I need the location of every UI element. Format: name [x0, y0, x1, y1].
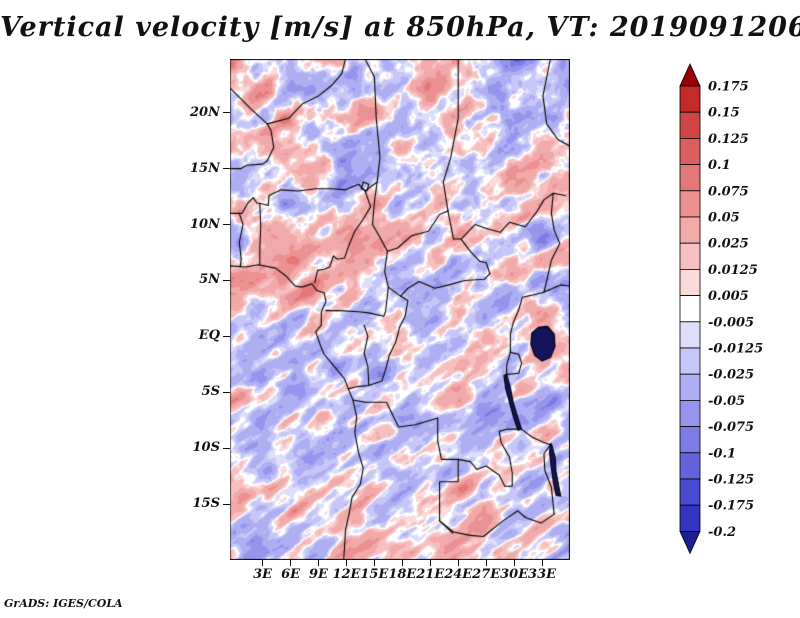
y-axis-tick — [223, 391, 230, 393]
x-axis-tick — [541, 560, 543, 566]
x-axis-tick — [429, 560, 431, 566]
x-axis-label: 15E — [360, 567, 389, 582]
y-axis-label: 20N — [190, 104, 220, 120]
x-axis-label: 3E — [253, 567, 273, 582]
y-axis-label: 5N — [199, 272, 220, 288]
y-axis-tick — [223, 279, 230, 281]
colorbar: 0.175 0.15 0.125 0.1 0.075 0.05 0.025 0.0125 0.0… — [679, 63, 763, 555]
colorbar-triangle-top — [679, 63, 701, 87]
colorbar-label: -0.05 — [708, 394, 745, 409]
colorbar-label: 0.175 — [708, 80, 749, 95]
colorbar-segment — [679, 452, 701, 480]
y-axis-label: 10N — [190, 216, 220, 232]
y-axis-tick — [223, 168, 230, 170]
y-axis-label: 15S — [192, 496, 220, 512]
colorbar-segment — [679, 111, 701, 139]
colorbar-label: 0.0125 — [708, 263, 758, 278]
x-axis-tick — [513, 560, 515, 566]
colorbar-segment — [679, 504, 701, 532]
colorbar-segment — [679, 85, 701, 113]
y-axis-tick — [223, 447, 230, 449]
colorbar-segment — [679, 138, 701, 166]
x-axis-tick — [401, 560, 403, 566]
x-axis-tick — [485, 560, 487, 566]
y-axis-tick — [223, 112, 230, 114]
colorbar-label: -0.175 — [708, 499, 754, 514]
x-axis-tick — [345, 560, 347, 566]
colorbar-segment — [679, 295, 701, 323]
x-axis-tick — [457, 560, 459, 566]
colorbar-label: -0.125 — [708, 473, 754, 488]
colorbar-label: 0.025 — [708, 237, 749, 252]
colorbar-label: 0.05 — [708, 211, 740, 226]
colorbar-label: -0.025 — [708, 368, 754, 383]
grads-credit: GrADS: IGES/COLA — [4, 597, 123, 610]
colorbar-label: 0.005 — [708, 289, 749, 304]
colorbar-segment — [679, 478, 701, 506]
colorbar-segment — [679, 268, 701, 296]
colorbar-label: -0.0125 — [708, 342, 763, 357]
y-axis-label: 5S — [201, 384, 220, 400]
y-axis-tick — [223, 503, 230, 505]
y-axis-tick — [223, 224, 230, 225]
heatmap-canvas — [230, 59, 570, 560]
colorbar-label: -0.005 — [708, 315, 754, 330]
y-axis-tick — [223, 335, 230, 337]
colorbar-segment — [679, 216, 701, 244]
colorbar-label: 0.1 — [708, 158, 731, 173]
colorbar-label: -0.075 — [708, 420, 754, 435]
colorbar-segment — [679, 190, 701, 218]
colorbar-segment — [679, 399, 701, 427]
x-axis-label: 9E — [309, 567, 328, 582]
x-axis-label: 24E — [444, 567, 473, 582]
colorbar-label: -0.1 — [708, 446, 736, 461]
colorbar-segment — [679, 347, 701, 375]
x-axis-tick — [262, 560, 264, 566]
x-axis-tick — [290, 560, 292, 566]
x-axis-label: 21E — [416, 567, 445, 582]
x-axis-label: 27E — [472, 567, 501, 582]
x-axis-label: 18E — [388, 567, 417, 582]
colorbar-segment — [679, 242, 701, 270]
x-axis-tick — [373, 560, 375, 566]
x-axis-label: 12E — [332, 567, 361, 582]
colorbar-segment — [679, 373, 701, 401]
chart-title: Vertical velocity [m/s] at 850hPa, VT: 2… — [0, 12, 800, 43]
colorbar-label: 0.125 — [708, 132, 749, 147]
x-axis-label: 30E — [500, 567, 529, 582]
colorbar-triangle-bottom — [679, 530, 701, 555]
colorbar-label: 0.15 — [708, 106, 740, 121]
colorbar-segment — [679, 164, 701, 192]
colorbar-segment — [679, 426, 701, 454]
colorbar-label: -0.2 — [708, 525, 736, 540]
colorbar-label: 0.075 — [708, 184, 749, 199]
x-axis-label: 33E — [528, 567, 557, 582]
colorbar-segment — [679, 321, 701, 349]
y-axis-label: 10S — [192, 440, 220, 456]
y-axis-label: EQ — [198, 328, 220, 344]
x-axis-tick — [317, 560, 319, 566]
x-axis-label: 6E — [281, 567, 301, 582]
y-axis-label: 15N — [190, 160, 220, 176]
